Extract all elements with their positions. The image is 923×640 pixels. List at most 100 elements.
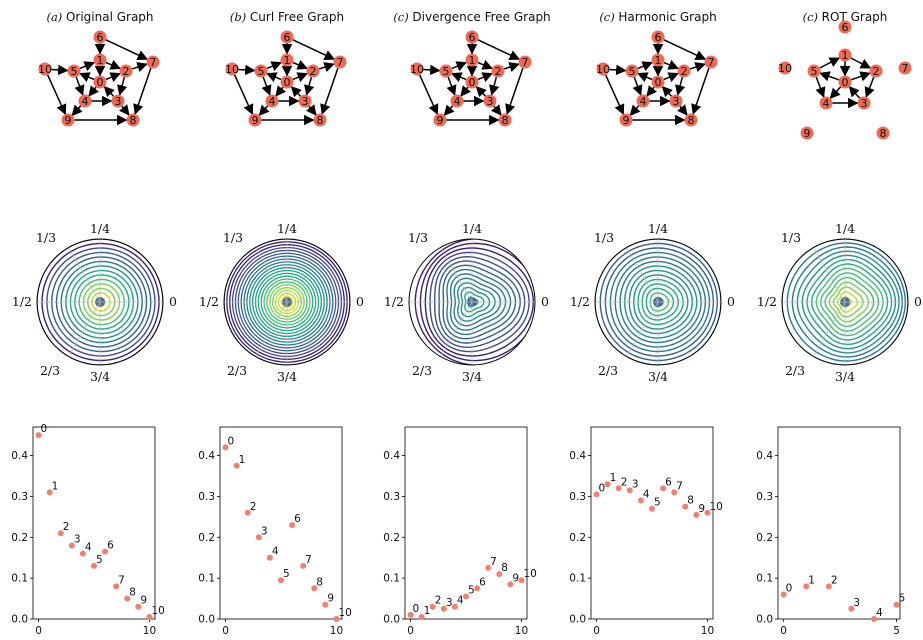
scatter-point <box>485 564 492 571</box>
graph-edge <box>829 86 842 99</box>
panel-title-prefix: (c) <box>393 10 412 24</box>
graph-node <box>491 64 505 78</box>
scatter-point <box>440 605 447 612</box>
scatter-point-label: 1 <box>239 454 246 466</box>
polar-label-left: 1/2 <box>757 294 777 309</box>
polar-label-right: 0 <box>541 294 549 309</box>
graph-node-label: 8 <box>688 114 695 127</box>
scatter-point <box>91 562 97 569</box>
polar-label-bottom: 3/4 <box>648 369 668 384</box>
panel-title-text: Harmonic Graph <box>618 10 716 24</box>
panel-title: (c) ROT Graph <box>803 10 888 24</box>
polar-label-upper-left: 1/3 <box>408 230 428 245</box>
scatter-point <box>671 489 678 496</box>
scatter-point-label: 0 <box>41 423 48 435</box>
y-tick-label: 0.3 <box>756 491 773 503</box>
y-tick-label: 0.3 <box>198 491 215 503</box>
scatter-point-label: 9 <box>140 595 147 607</box>
scatter-point-label: 8 <box>687 495 694 507</box>
y-tick-label: 0.0 <box>198 614 215 626</box>
graph-node <box>225 62 239 76</box>
graph-node <box>898 61 912 75</box>
graph-node <box>111 94 125 108</box>
polar-label-upper-left: 1/3 <box>223 230 243 245</box>
scatter-point <box>626 487 633 494</box>
polar-label-upper-left: 1/3 <box>781 230 801 245</box>
graph-node <box>518 55 532 69</box>
graph-node-label: 6 <box>469 31 476 44</box>
scatter-point-label: 8 <box>129 587 136 599</box>
scatter-point <box>496 571 503 578</box>
polar-label-bottom: 3/4 <box>835 369 855 384</box>
graph-node <box>669 94 683 108</box>
scatter-point-label: 2 <box>831 574 838 586</box>
graph-node <box>651 53 665 67</box>
graph-node <box>146 55 160 69</box>
y-tick-label: 0.0 <box>383 614 400 626</box>
graph-node-label: 7 <box>708 56 715 69</box>
scatter-point <box>113 583 120 590</box>
graph-node <box>807 64 821 78</box>
scatter-point <box>518 577 525 584</box>
graph-edge <box>637 72 653 83</box>
graph-node <box>483 94 497 108</box>
scatter-point <box>46 489 53 496</box>
x-tick-label: 10 <box>515 625 528 637</box>
graph-node <box>280 75 294 89</box>
graph-node-label: 0 <box>655 76 662 89</box>
graph-edge <box>819 57 841 69</box>
graph-node-label: 9 <box>804 127 811 140</box>
graph-edge <box>663 39 707 60</box>
panel-title: (a) Original Graph <box>46 10 153 24</box>
graph-node <box>254 64 268 78</box>
polar-label-lower-left: 2/3 <box>227 363 247 378</box>
graph-node <box>704 55 718 69</box>
graph-edge <box>663 72 679 83</box>
graph-node-label: 1 <box>97 54 104 67</box>
scatter-point <box>825 583 832 590</box>
graph-node <box>800 126 814 140</box>
y-tick-label: 0.1 <box>569 573 586 585</box>
polar-plot-orig: 1/4 1/2 0 1/3 2/3 3/4 <box>12 221 177 384</box>
graph-node-label: 5 <box>811 65 818 78</box>
y-tick-label: 0.0 <box>756 614 773 626</box>
graph-edge <box>320 67 339 115</box>
panel-div: (c) Divergence Free Graph0123456789101/4… <box>383 10 550 637</box>
scatter-point-label: 9 <box>327 593 334 605</box>
panel-title-text: Original Graph <box>66 10 154 24</box>
scatter-point-label: 2 <box>63 521 70 533</box>
graph-node-label: 1 <box>655 54 662 67</box>
polar-axis-diag <box>68 247 101 303</box>
graph-edge <box>133 67 152 115</box>
graph-edge <box>864 76 875 98</box>
graph-edge <box>79 72 95 83</box>
scatter-point <box>429 603 436 610</box>
graph-edge <box>451 61 467 72</box>
polar-axis-diag <box>440 247 473 303</box>
graph-node <box>248 113 262 127</box>
graph-node <box>265 94 279 108</box>
graph-edge <box>117 77 128 96</box>
graph-edge <box>646 85 658 97</box>
graph-node <box>38 62 52 76</box>
scatter-point-label: 2 <box>621 476 628 488</box>
graph-node <box>433 113 447 127</box>
graph-node <box>93 75 107 89</box>
graph-node-label: 10 <box>596 63 610 76</box>
scatter-point-label: 5 <box>899 593 906 605</box>
graph-node-label: 0 <box>97 76 104 89</box>
scatter-frame <box>404 426 528 620</box>
y-tick-label: 0.2 <box>756 532 773 544</box>
graph-node-label: 4 <box>823 97 830 110</box>
panel-title-text: ROT Graph <box>822 10 888 24</box>
scatter-point <box>68 542 75 549</box>
graph-orig: 0 1 2 3 4 5 6 7 8 9 10 <box>38 30 160 127</box>
x-tick-label: 0 <box>407 625 414 637</box>
graph-node-label: 0 <box>469 76 476 89</box>
graph-node <box>450 94 464 108</box>
scatter-point <box>102 548 109 555</box>
y-tick-label: 0.2 <box>11 532 28 544</box>
